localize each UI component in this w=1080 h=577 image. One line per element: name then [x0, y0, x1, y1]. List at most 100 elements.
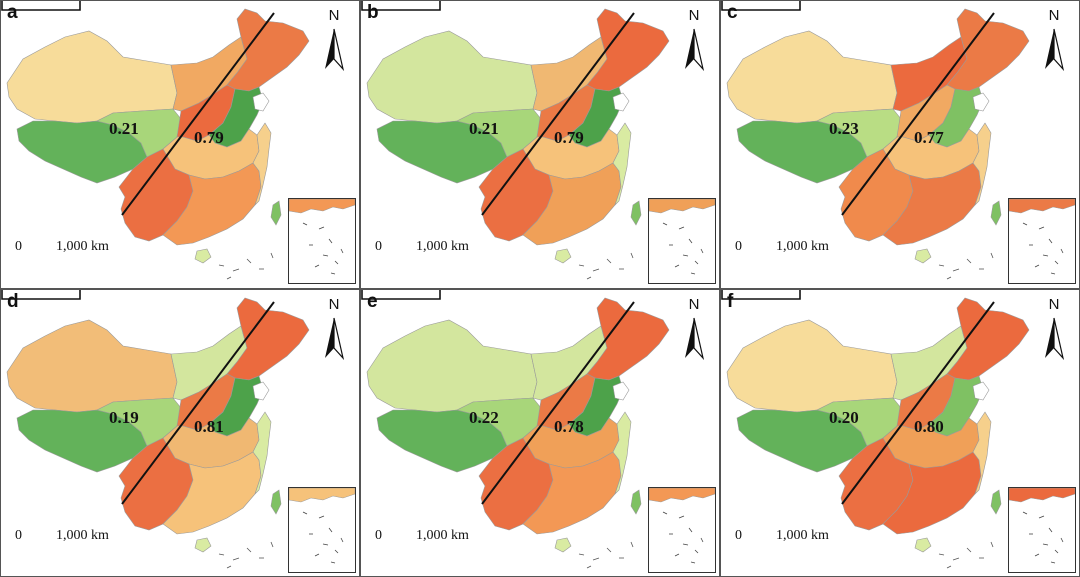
- south-sea-islands: [578, 541, 634, 569]
- inset-coast: [649, 488, 715, 503]
- bohai-sea: [252, 381, 270, 401]
- scale-zero-label: 0: [735, 528, 742, 543]
- south-sea-islands: [938, 252, 994, 280]
- inset-map: [649, 488, 715, 564]
- panel-letter: c: [727, 2, 738, 23]
- region-northwest: [366, 319, 538, 413]
- south-sea-islands: [218, 541, 274, 569]
- region-southeast-coast: [972, 411, 992, 495]
- south-china-sea-inset: [288, 487, 356, 573]
- map-panel-a: a N 0.21 0.79 0 1,000 km: [0, 0, 360, 289]
- north-arrow: N: [1041, 7, 1067, 77]
- region-northwest: [366, 30, 538, 124]
- bohai-sea: [252, 92, 270, 112]
- north-arrow: N: [321, 7, 347, 77]
- map-panel-f: f N 0.20 0.80 0 1,000 km: [720, 289, 1080, 577]
- bohai-sea: [612, 92, 630, 112]
- south-china-sea-inset: [648, 487, 716, 573]
- east-share-label: 0.77: [914, 128, 944, 147]
- region-southwest: [838, 148, 914, 242]
- map-panel-d: d N 0.19 0.81 0 1,000 km: [0, 289, 360, 577]
- bohai-sea: [972, 92, 990, 112]
- hu-line: [121, 12, 275, 216]
- region-southwest: [118, 148, 194, 242]
- region-northeast: [946, 8, 1030, 92]
- hainan-island: [194, 537, 212, 553]
- region-south: [522, 451, 622, 535]
- hu-line: [841, 12, 995, 216]
- north-arrow: N: [681, 296, 707, 366]
- region-south: [882, 451, 982, 535]
- east-share-label: 0.78: [554, 417, 584, 436]
- panel-letter: f: [727, 291, 734, 312]
- region-northwest: [726, 319, 898, 413]
- west-share-label: 0.22: [469, 408, 499, 427]
- panel-letter: a: [7, 2, 18, 23]
- bohai-sea: [972, 381, 990, 401]
- taiwan-island: [270, 200, 282, 226]
- inset-map: [649, 199, 715, 275]
- region-south: [522, 162, 622, 246]
- north-arrow-icon: [685, 28, 705, 72]
- south-sea-islands: [218, 252, 274, 280]
- bohai-sea: [612, 381, 630, 401]
- region-southwest: [478, 148, 554, 242]
- hainan-island: [914, 537, 932, 553]
- hu-line: [841, 301, 995, 505]
- region-northeast: [226, 8, 310, 92]
- north-arrow: N: [321, 296, 347, 366]
- north-arrow: N: [1041, 296, 1067, 366]
- inset-coast: [1009, 488, 1075, 503]
- scale-zero-label: 0: [375, 239, 382, 254]
- hainan-island: [554, 248, 572, 264]
- taiwan-island: [990, 200, 1002, 226]
- scale-bar: [361, 1, 441, 11]
- north-arrow: N: [681, 7, 707, 77]
- region-southeast-coast: [972, 122, 992, 206]
- scale-bar: [361, 290, 441, 300]
- north-arrow-icon: [325, 317, 345, 361]
- inset-coast: [289, 199, 355, 214]
- inset-coast: [1009, 199, 1075, 214]
- scale-zero-label: 0: [735, 239, 742, 254]
- scale-distance-label: 1,000 km: [776, 239, 829, 254]
- scale-bar: [721, 1, 801, 11]
- east-share-label: 0.80: [914, 417, 944, 436]
- region-southeast-coast: [612, 411, 632, 495]
- north-label: N: [1048, 296, 1060, 313]
- scale-distance-label: 1,000 km: [416, 528, 469, 543]
- region-northwest: [726, 30, 898, 124]
- region-northeast: [946, 297, 1030, 381]
- north-arrow-icon: [1045, 317, 1065, 361]
- hu-line: [481, 12, 635, 216]
- scale-zero-label: 0: [15, 239, 22, 254]
- china-map: [726, 297, 1030, 569]
- china-map: [366, 8, 670, 280]
- inset-map: [289, 199, 355, 275]
- scale-distance-label: 1,000 km: [416, 239, 469, 254]
- south-sea-islands: [938, 541, 994, 569]
- panel-letter: e: [367, 291, 378, 312]
- east-share-label: 0.81: [194, 417, 224, 436]
- region-southwest: [118, 437, 194, 531]
- china-map: [726, 8, 1030, 280]
- region-south: [882, 162, 982, 246]
- south-china-sea-inset: [1008, 487, 1076, 573]
- region-northwest: [6, 30, 178, 124]
- region-northwest: [6, 319, 178, 413]
- taiwan-island: [270, 489, 282, 515]
- inset-coast: [649, 199, 715, 214]
- hainan-island: [914, 248, 932, 264]
- scale-bar: [1, 1, 81, 11]
- region-northeast: [226, 297, 310, 381]
- west-share-label: 0.20: [829, 408, 859, 427]
- taiwan-island: [990, 489, 1002, 515]
- south-sea-islands: [578, 252, 634, 280]
- scale-bar: [721, 290, 801, 300]
- north-arrow-icon: [325, 28, 345, 72]
- scale-distance-label: 1,000 km: [776, 528, 829, 543]
- china-map: [366, 297, 670, 569]
- scale-zero-label: 0: [375, 528, 382, 543]
- south-china-sea-inset: [288, 198, 356, 284]
